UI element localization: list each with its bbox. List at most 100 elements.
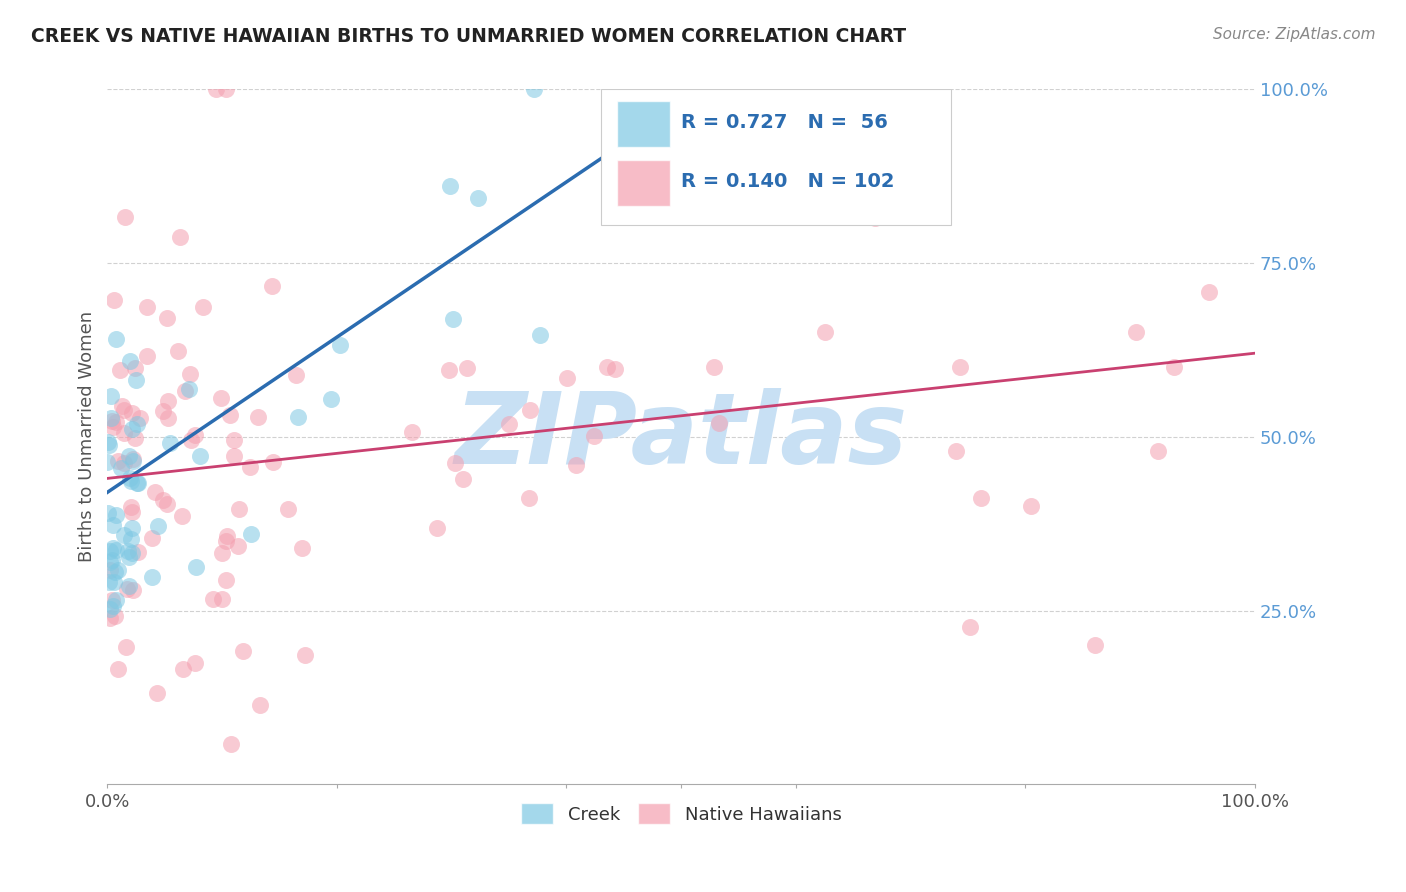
Point <box>127 475 149 490</box>
Point <box>141 531 163 545</box>
Y-axis label: Births to Unmarried Women: Births to Unmarried Women <box>79 311 96 562</box>
Point <box>228 502 250 516</box>
Point <box>157 411 180 425</box>
Point <box>127 544 149 558</box>
Point <box>98 574 121 589</box>
Text: CREEK VS NATIVE HAWAIIAN BIRTHS TO UNMARRIED WOMEN CORRELATION CHART: CREEK VS NATIVE HAWAIIAN BIRTHS TO UNMAR… <box>31 27 905 45</box>
Point <box>104 592 127 607</box>
Point <box>156 497 179 511</box>
Point <box>523 82 546 96</box>
Legend: Creek, Native Hawaiians: Creek, Native Hawaiians <box>520 803 842 824</box>
Point <box>453 472 475 486</box>
Point <box>120 475 142 489</box>
Point <box>98 611 121 625</box>
Point <box>211 591 233 606</box>
Point <box>239 527 262 541</box>
Point <box>529 327 551 342</box>
Point <box>183 656 205 670</box>
Point <box>111 399 134 413</box>
Point <box>103 608 125 623</box>
Point <box>224 449 246 463</box>
Point <box>188 449 211 463</box>
Point <box>97 434 120 449</box>
Point <box>120 532 142 546</box>
Point <box>103 574 125 589</box>
Point <box>232 644 254 658</box>
Point <box>98 544 121 558</box>
Point <box>467 191 489 205</box>
Point <box>186 559 208 574</box>
Point <box>98 601 121 615</box>
Point <box>118 471 141 485</box>
Point <box>1147 443 1170 458</box>
Point <box>1084 638 1107 652</box>
Point <box>156 394 179 409</box>
Point <box>104 415 127 429</box>
Point <box>124 431 146 445</box>
Point <box>121 405 143 419</box>
Point <box>321 392 343 407</box>
Point <box>215 82 238 96</box>
Point <box>117 449 139 463</box>
Point <box>146 686 169 700</box>
Point <box>583 428 606 442</box>
Point <box>209 391 232 405</box>
Point <box>121 546 143 560</box>
Text: R = 0.140   N = 102: R = 0.140 N = 102 <box>681 172 894 192</box>
Point <box>118 578 141 592</box>
Point <box>202 592 225 607</box>
Point <box>112 426 135 441</box>
Point <box>101 553 124 567</box>
Point <box>226 539 249 553</box>
Point <box>799 205 821 219</box>
Point <box>498 417 520 432</box>
Point <box>125 373 148 387</box>
Point <box>703 360 725 375</box>
Point <box>108 363 131 377</box>
Point <box>156 310 179 325</box>
Point <box>101 599 124 613</box>
Point <box>98 563 121 577</box>
Point <box>104 332 127 346</box>
Point <box>1163 360 1185 375</box>
Point <box>247 410 270 425</box>
Point <box>118 549 141 564</box>
Point <box>439 179 461 194</box>
Point <box>595 359 617 374</box>
Point <box>1021 500 1043 514</box>
Point <box>112 456 135 470</box>
Point <box>184 427 207 442</box>
Point <box>277 501 299 516</box>
Point <box>215 533 238 548</box>
Point <box>121 582 143 597</box>
Point <box>96 455 118 469</box>
Point <box>125 475 148 490</box>
Point <box>262 279 284 293</box>
Point <box>100 555 122 569</box>
Point <box>863 211 886 226</box>
Point <box>110 461 132 475</box>
Point <box>657 95 679 110</box>
Point <box>172 508 194 523</box>
Point <box>603 361 626 376</box>
Point <box>285 368 308 383</box>
Point <box>115 582 138 596</box>
Point <box>97 437 120 451</box>
Text: Source: ZipAtlas.com: Source: ZipAtlas.com <box>1212 27 1375 42</box>
Point <box>329 338 352 352</box>
Point <box>166 343 188 358</box>
Point <box>104 565 127 579</box>
Point <box>128 411 150 425</box>
Point <box>205 82 228 96</box>
Point <box>221 737 243 751</box>
Point <box>291 541 314 556</box>
Point <box>294 648 316 662</box>
Point <box>120 354 142 368</box>
FancyBboxPatch shape <box>600 89 950 225</box>
Point <box>456 360 478 375</box>
Point <box>211 546 233 560</box>
Point <box>287 409 309 424</box>
Point <box>141 570 163 584</box>
Point <box>191 300 214 314</box>
Point <box>959 620 981 634</box>
